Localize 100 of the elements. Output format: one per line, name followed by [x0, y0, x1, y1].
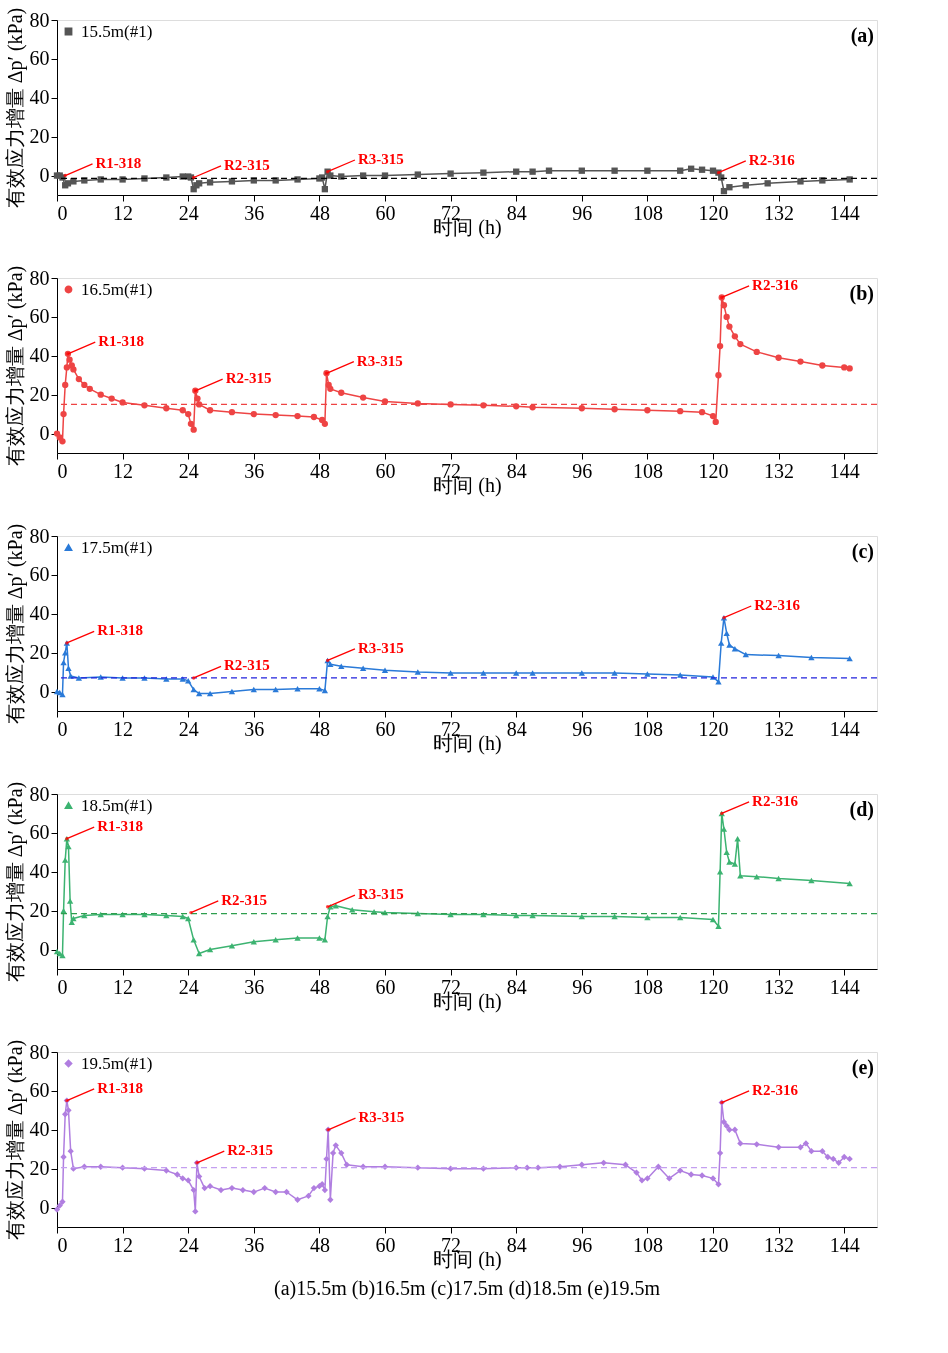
x-tick-label: 144	[829, 1233, 860, 1256]
legend-label: 18.5m(#1)	[81, 795, 153, 815]
y-tick-label: 0	[39, 680, 50, 703]
x-tick-label: 120	[698, 201, 729, 224]
annotation: R1-318	[97, 818, 143, 835]
x-tick-label: 108	[632, 201, 663, 224]
x-tick-label: 120	[698, 1233, 729, 1256]
annotation: R1-318	[97, 1079, 143, 1096]
annotation: R1-318	[95, 154, 142, 171]
annotation: R3-315	[357, 151, 404, 167]
y-tick-label: 20	[29, 383, 50, 406]
x-tick-label: 144	[829, 717, 860, 740]
y-tick-label: 60	[29, 47, 50, 70]
y-tick-label: 60	[29, 1079, 50, 1102]
annotation: R2-315	[227, 1142, 274, 1159]
x-tick-label: 84	[506, 459, 527, 482]
x-tick-label: 144	[829, 459, 860, 482]
x-tick-label: 84	[506, 201, 527, 224]
y-tick-label: 80	[29, 782, 50, 805]
y-tick-label: 80	[29, 1040, 50, 1063]
annotation: R3-315	[358, 1109, 405, 1126]
annotation: (e)	[851, 1056, 874, 1079]
x-tick-label: 0	[57, 459, 68, 482]
y-tick-label: 60	[29, 821, 50, 844]
x-tick-label: 12	[113, 459, 134, 482]
x-tick-label: 24	[178, 975, 199, 998]
y-tick-label: 20	[29, 641, 50, 664]
annotation: R3-315	[356, 352, 403, 369]
legend-label: 15.5m(#1)	[81, 21, 153, 41]
x-tick-label: 120	[698, 717, 729, 740]
y-tick-label: 40	[29, 602, 50, 625]
x-tick-label: 84	[506, 717, 527, 740]
x-tick-label: 84	[506, 1233, 527, 1256]
x-tick-label: 60	[375, 717, 396, 740]
x-tick-label: 96	[572, 975, 593, 998]
x-tick-label: 132	[764, 717, 795, 740]
annotation: R2-316	[752, 792, 799, 809]
x-tick-label: 0	[57, 1233, 68, 1256]
x-tick-label: 48	[309, 459, 330, 482]
x-tick-label: 24	[178, 459, 199, 482]
annotation: R2-315	[224, 156, 270, 173]
x-tick-label: 0	[57, 975, 68, 998]
x-tick-label: 0	[57, 201, 68, 224]
y-tick-label: 80	[29, 266, 50, 289]
annotation: R1-318	[97, 622, 143, 639]
y-tick-label: 20	[29, 125, 50, 148]
x-tick-label: 48	[309, 717, 330, 740]
x-tick-label: 132	[764, 1233, 795, 1256]
x-tick-label: 60	[375, 459, 396, 482]
x-tick-label: 84	[506, 975, 527, 998]
x-tick-label: 12	[113, 717, 134, 740]
x-tick-label: 96	[572, 1233, 593, 1256]
y-axis-title: 有效应力增量 Δp′ (kPa)	[3, 1039, 27, 1241]
x-tick-label: 120	[698, 459, 729, 482]
y-tick-label: 20	[29, 899, 50, 922]
x-tick-label: 144	[829, 201, 860, 224]
text: (a)15.5m (b)16.5m (c)17.5m (d)18.5m (e)19.5m	[273, 1277, 661, 1300]
x-tick-label: 24	[178, 1233, 199, 1256]
y-tick-label: 80	[29, 8, 50, 31]
x-tick-label: 36	[244, 1233, 265, 1256]
x-tick-label: 36	[244, 717, 265, 740]
x-tick-label: 132	[764, 201, 795, 224]
y-tick-label: 0	[39, 1196, 50, 1219]
x-tick-label: 96	[572, 717, 593, 740]
annotation: R2-316	[754, 597, 801, 613]
x-tick-label: 24	[178, 201, 199, 224]
annotation: R1-318	[98, 333, 145, 350]
y-axis-title: 有效应力增量 Δp′ (kPa)	[3, 265, 27, 467]
x-tick-label: 36	[244, 201, 265, 224]
y-tick-label: 0	[39, 164, 50, 187]
x-tick-label: 24	[178, 717, 199, 740]
y-tick-label: 60	[29, 305, 50, 328]
x-tick-label: 0	[57, 717, 68, 740]
x-tick-label: 48	[309, 975, 330, 998]
annotation: R3-315	[357, 639, 404, 656]
legend-label: 16.5m(#1)	[81, 279, 153, 299]
annotation: (d)	[849, 798, 874, 821]
y-tick-label: 0	[39, 422, 50, 445]
x-tick-label: 144	[829, 975, 860, 998]
x-tick-label: 12	[113, 201, 134, 224]
y-tick-label: 40	[29, 860, 50, 883]
x-tick-label: 96	[572, 459, 593, 482]
y-axis-title: 有效应力增量 Δp′ (kPa)	[3, 7, 27, 209]
y-tick-label: 60	[29, 563, 50, 586]
annotation: (c)	[851, 540, 874, 563]
x-tick-label: 132	[764, 459, 795, 482]
x-tick-label: 60	[375, 1233, 396, 1256]
x-tick-label: 108	[632, 459, 663, 482]
x-tick-label: 120	[698, 975, 729, 998]
x-tick-label: 60	[375, 201, 396, 224]
annotation: R3-315	[357, 886, 404, 903]
x-tick-label: 48	[309, 201, 330, 224]
annotation: R2-316	[752, 1081, 799, 1098]
x-tick-label: 48	[309, 1233, 330, 1256]
annotation: R2-316	[752, 276, 799, 293]
x-tick-label: 108	[632, 975, 663, 998]
y-tick-label: 0	[39, 938, 50, 961]
y-tick-label: 80	[29, 524, 50, 547]
x-tick-label: 36	[244, 459, 265, 482]
x-tick-label: 132	[764, 975, 795, 998]
